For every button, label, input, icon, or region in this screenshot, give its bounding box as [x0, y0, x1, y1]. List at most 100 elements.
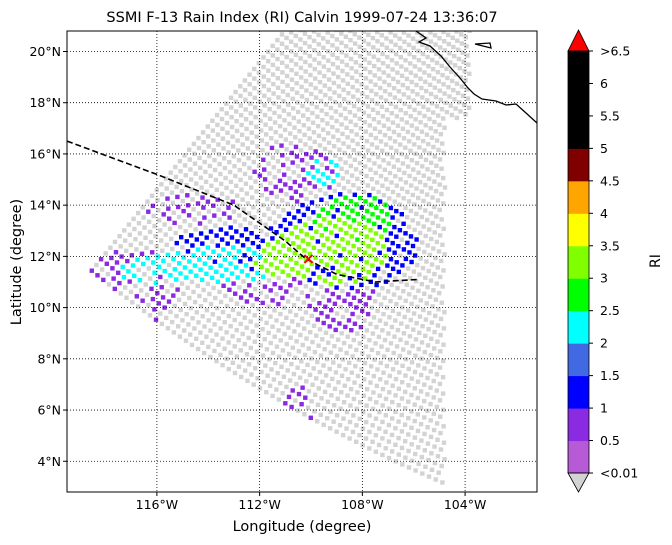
- swath-pixel: [426, 201, 432, 207]
- swath-pixel: [217, 217, 222, 222]
- swath-pixel: [256, 163, 262, 168]
- swath-pixel: [413, 117, 418, 122]
- swath-pixel: [407, 334, 413, 339]
- swath-pixel: [373, 299, 378, 304]
- swath-pixel: [141, 215, 146, 220]
- swath-pixel: [250, 140, 255, 145]
- swath-pixel: [89, 268, 94, 273]
- swath-pixel: [211, 285, 216, 291]
- swath-pixel: [442, 252, 447, 257]
- swath-pixel: [173, 164, 178, 170]
- swath-pixel: [451, 87, 456, 93]
- swath-pixel: [315, 203, 320, 209]
- swath-pixel: [330, 240, 336, 245]
- swath-pixel: [321, 242, 326, 248]
- swath-pixel: [235, 193, 240, 198]
- swath-pixel: [215, 132, 221, 137]
- swath-pixel: [279, 143, 284, 148]
- swath-pixel: [250, 150, 256, 155]
- swath-pixel: [230, 307, 236, 313]
- swath-pixel: [217, 289, 222, 295]
- swath-pixel: [342, 150, 347, 156]
- swath-pixel: [377, 129, 383, 135]
- swath-pixel: [430, 170, 435, 175]
- swath-pixel: [207, 255, 212, 260]
- swath-pixel: [190, 197, 195, 202]
- swath-pixel: [436, 470, 441, 475]
- swath-pixel: [420, 42, 425, 47]
- swath-pixel: [200, 130, 206, 135]
- swath-pixel: [160, 295, 166, 300]
- swath-pixel: [356, 97, 361, 103]
- swath-pixel: [281, 208, 286, 213]
- swath-pixel: [311, 210, 316, 215]
- swath-pixel: [159, 285, 164, 290]
- swath-pixel: [368, 380, 373, 385]
- swath-pixel: [335, 172, 340, 178]
- x-tick-label: 108°W: [341, 497, 383, 512]
- swath-pixel: [420, 51, 426, 57]
- swath-pixel: [354, 406, 359, 412]
- swath-pixel: [429, 236, 434, 242]
- swath-pixel: [405, 324, 410, 329]
- swath-pixel: [305, 206, 311, 211]
- swath-pixel: [432, 230, 437, 235]
- swath-pixel: [294, 260, 299, 266]
- swath-pixel: [295, 296, 301, 302]
- swath-pixel: [457, 66, 462, 71]
- swath-pixel: [266, 87, 271, 93]
- swath-pixel: [323, 102, 329, 107]
- swath-pixel: [254, 349, 260, 354]
- swath-pixel: [452, 63, 458, 68]
- swath-pixel: [344, 53, 349, 58]
- swath-pixel: [399, 117, 404, 122]
- swath-pixel: [309, 287, 314, 292]
- swath-pixel: [406, 415, 411, 421]
- swath-pixel: [299, 75, 304, 80]
- swath-pixel: [438, 332, 443, 338]
- swath-pixel: [373, 257, 379, 262]
- swath-pixel: [418, 405, 424, 410]
- swath-pixel: [401, 31, 407, 35]
- swath-pixel: [431, 411, 436, 416]
- swath-pixel: [355, 263, 360, 268]
- swath-pixel: [413, 73, 418, 78]
- y-axis-label: Latitude (degree): [9, 199, 25, 325]
- swath-pixel: [299, 402, 304, 407]
- swath-pixel: [276, 95, 281, 100]
- swath-pixel: [301, 113, 306, 118]
- swath-pixel: [324, 165, 330, 171]
- colorbar-segment: [568, 343, 589, 377]
- swath-pixel: [322, 278, 328, 283]
- swath-pixel: [139, 288, 144, 293]
- swath-pixel: [417, 145, 422, 150]
- swath-pixel: [202, 324, 207, 329]
- swath-pixel: [229, 124, 235, 130]
- swath-pixel: [434, 281, 439, 286]
- swath-pixel: [253, 224, 258, 230]
- swath-pixel: [402, 48, 408, 54]
- swath-pixel: [325, 39, 330, 45]
- swath-pixel: [298, 56, 303, 61]
- swath-pixel: [268, 180, 273, 186]
- swath-pixel: [408, 148, 413, 153]
- swath-pixel: [387, 273, 392, 278]
- swath-pixel: [375, 110, 381, 116]
- swath-pixel: [277, 124, 283, 129]
- swath-pixel: [315, 168, 320, 173]
- swath-pixel: [393, 51, 399, 57]
- swath-pixel: [460, 93, 466, 98]
- swath-pixel: [218, 263, 223, 268]
- swath-pixel: [423, 157, 429, 163]
- swath-pixel: [446, 85, 451, 90]
- swath-pixel: [359, 82, 364, 87]
- swath-pixel: [350, 354, 355, 359]
- swath-pixel: [338, 253, 343, 258]
- swath-pixel: [252, 95, 257, 100]
- swath-pixel: [159, 321, 165, 327]
- swath-pixel: [226, 313, 231, 319]
- swath-pixel: [432, 179, 437, 184]
- swath-pixel: [402, 314, 407, 320]
- swath-pixel: [145, 199, 150, 204]
- swath-pixel: [392, 250, 397, 255]
